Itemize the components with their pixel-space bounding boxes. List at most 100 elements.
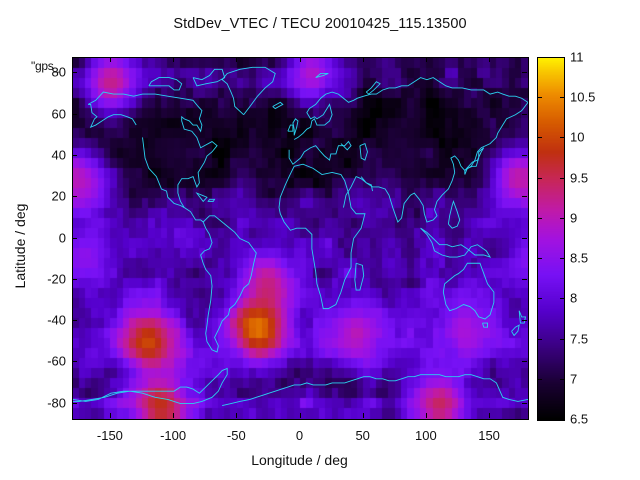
x-tick-mark (363, 57, 364, 62)
y-tick-mark (522, 114, 527, 115)
y-tick-mark (522, 279, 527, 280)
coastline-segment (88, 104, 136, 127)
x-tick-mark (489, 57, 490, 62)
coastline-segment (465, 148, 484, 175)
colorbar-tick-label: 10 (570, 129, 585, 145)
x-tick-label: 100 (415, 428, 437, 443)
y-tick-label: 60 (51, 106, 66, 122)
colorbar-tick-mark (560, 379, 565, 380)
y-tick-mark (522, 238, 527, 239)
coastline-segment (294, 78, 528, 140)
x-tick-mark (110, 413, 111, 418)
colorbar-ticklabels: 6.5 7 7.5 8 8.5 9 9.5 10 10.5 11 (570, 0, 640, 480)
y-tick-mark (72, 238, 77, 239)
y-tick-mark (72, 320, 77, 321)
x-tick-label: 0 (295, 428, 304, 443)
coastline-segment (360, 144, 368, 161)
x-tick-mark (173, 413, 174, 418)
colorbar-tick-label: 7.5 (570, 331, 589, 347)
coastline-segment (519, 311, 525, 323)
y-tick-mark (72, 403, 77, 404)
y-tick-mark (72, 72, 77, 73)
y-tick-mark (522, 72, 527, 73)
colorbar-tick-mark (537, 178, 542, 179)
coastline-segment (343, 102, 528, 222)
coastline-segment (222, 375, 528, 406)
coastline-segment (143, 137, 185, 207)
y-tick-mark (522, 196, 527, 197)
colorbar-tick-mark (560, 339, 565, 340)
x-tick-mark (173, 57, 174, 62)
coastline-segment (222, 67, 275, 114)
stray-legend-label: "gps_ (31, 59, 60, 73)
heatmap-plot-area[interactable] (72, 57, 529, 420)
y-tick-mark (522, 155, 527, 156)
x-tick-mark (236, 413, 237, 418)
y-tick-mark (522, 320, 527, 321)
colorbar-ticks (537, 57, 565, 421)
colorbar-tick-label: 7 (570, 371, 578, 387)
coastline-segment (208, 199, 214, 201)
y-tick-mark (522, 403, 527, 404)
colorbar-tick-mark (560, 178, 565, 179)
colorbar-tick-label: 6.5 (570, 411, 589, 427)
coastline-segment (279, 164, 365, 308)
colorbar-tick-label: 9.5 (570, 170, 589, 186)
y-axis-title: Latitude / deg (12, 203, 28, 289)
x-tick-label: 150 (478, 428, 500, 443)
y-tick-mark (72, 155, 77, 156)
colorbar-tick-label: 10.5 (570, 89, 596, 105)
coastline-segment (201, 216, 257, 352)
y-tick-label: 80 (51, 64, 66, 80)
x-tick-mark (363, 413, 364, 418)
coastline-segment (512, 325, 520, 335)
colorbar-gradient (538, 58, 564, 420)
coastline-segment (197, 193, 207, 201)
colorbar-tick-mark (560, 218, 565, 219)
x-tick-label: -50 (226, 428, 246, 443)
coastline-segment (448, 201, 459, 228)
colorbar-tick-mark (537, 339, 542, 340)
y-tick-label: -60 (47, 353, 66, 369)
coastline-segment (73, 368, 227, 403)
x-tick-label: 50 (355, 428, 370, 443)
coastline-segment (293, 119, 298, 136)
coastline-segment (288, 125, 293, 131)
y-axis-ticklabels: -80 -60 -40 -20 0 20 40 60 80 (30, 0, 66, 480)
coastline-segment (421, 228, 491, 257)
x-tick-mark (110, 57, 111, 62)
y-tick-label: 0 (58, 230, 66, 245)
x-axis-ticklabels: -150 -100 -50 0 50 100 150 (0, 424, 640, 444)
colorbar[interactable] (537, 57, 565, 421)
coastline-segment (483, 323, 488, 327)
coastline-segment (443, 263, 494, 319)
x-axis-title: Longitude / deg (251, 452, 348, 468)
colorbar-tick-mark (537, 298, 542, 299)
page-title: StdDev_VTEC / TECU 20010425_115.13500 (173, 16, 467, 32)
coastline-overlay (73, 58, 528, 419)
x-tick-label: -100 (160, 428, 187, 443)
colorbar-tick-label: 8.5 (570, 250, 589, 266)
colorbar-tick-label: 8 (570, 290, 578, 306)
colorbar-tick-mark (560, 298, 565, 299)
y-tick-label: 20 (51, 188, 66, 204)
colorbar-tick-mark (537, 379, 542, 380)
y-tick-label: -20 (47, 271, 66, 287)
colorbar-tick-label: 11 (570, 49, 584, 65)
x-tick-mark (236, 57, 237, 62)
coastline-segment (88, 92, 217, 222)
y-tick-label: -40 (47, 312, 66, 328)
colorbar-tick-mark (560, 137, 565, 138)
y-tick-mark (72, 279, 77, 280)
colorbar-tick-mark (560, 97, 565, 98)
coastline-segment (355, 263, 364, 290)
coastline-segment (289, 142, 351, 165)
colorbar-tick-mark (537, 137, 542, 138)
coastline-segment (316, 73, 329, 77)
coastline-segment (273, 102, 283, 108)
coastline-segment (366, 82, 380, 94)
coastline-segment (193, 69, 225, 86)
colorbar-tick-mark (560, 258, 565, 259)
y-tick-label: -80 (47, 395, 66, 411)
